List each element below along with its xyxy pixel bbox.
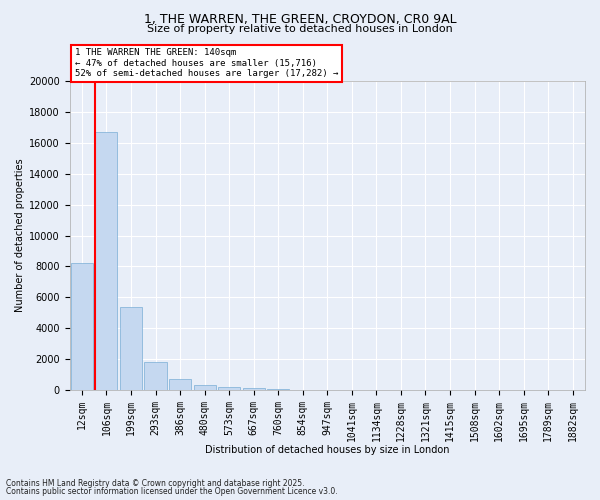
Y-axis label: Number of detached properties: Number of detached properties: [15, 159, 25, 312]
Text: 1, THE WARREN, THE GREEN, CROYDON, CR0 9AL: 1, THE WARREN, THE GREEN, CROYDON, CR0 9…: [143, 12, 457, 26]
Bar: [218, 387, 240, 390]
Text: Size of property relative to detached houses in London: Size of property relative to detached ho…: [147, 24, 453, 34]
Bar: [95, 132, 118, 390]
X-axis label: Distribution of detached houses by size in London: Distribution of detached houses by size …: [205, 445, 449, 455]
Bar: [120, 306, 142, 390]
Bar: [145, 362, 167, 390]
Bar: [267, 389, 289, 390]
Bar: [169, 379, 191, 390]
Text: Contains public sector information licensed under the Open Government Licence v3: Contains public sector information licen…: [6, 487, 338, 496]
Bar: [242, 388, 265, 390]
Bar: [71, 264, 93, 390]
Text: Contains HM Land Registry data © Crown copyright and database right 2025.: Contains HM Land Registry data © Crown c…: [6, 478, 305, 488]
Bar: [194, 386, 215, 390]
Text: 1 THE WARREN THE GREEN: 140sqm
← 47% of detached houses are smaller (15,716)
52%: 1 THE WARREN THE GREEN: 140sqm ← 47% of …: [75, 48, 338, 78]
